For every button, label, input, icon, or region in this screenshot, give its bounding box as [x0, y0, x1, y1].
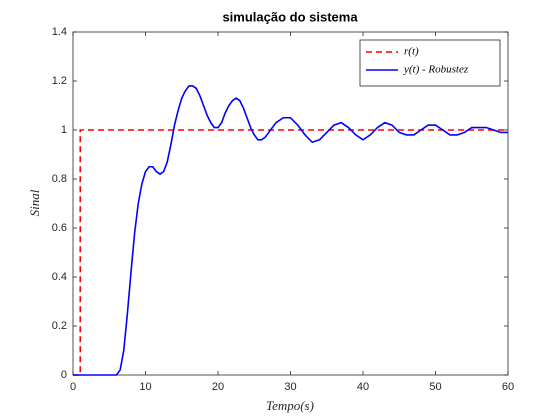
y-tick-label: 0.2	[52, 320, 67, 332]
y-tick-label: 1.4	[52, 26, 67, 38]
legend-box	[359, 39, 501, 87]
chart-title: simulação do sistema	[222, 9, 358, 24]
y-axis-label: Sinal	[27, 189, 42, 216]
y-tick-label: 0.6	[52, 222, 67, 234]
x-tick-label: 10	[139, 381, 151, 393]
y-tick-label: 0	[61, 369, 67, 381]
y-tick-label: 1	[61, 124, 67, 136]
y-tick-label: 0.4	[52, 271, 67, 283]
series-line	[73, 85, 508, 376]
x-tick-label: 20	[212, 381, 224, 393]
y-tick-label: 1.2	[52, 75, 67, 87]
x-axis-label: Tempo(s)	[266, 398, 314, 413]
y-tick-label: 0.8	[52, 173, 67, 185]
plot-area	[72, 31, 509, 376]
x-tick-label: 30	[284, 381, 296, 393]
legend-label: y(t) - Robustez	[403, 64, 469, 76]
x-tick-label: 0	[70, 381, 76, 393]
x-tick-label: 40	[357, 381, 369, 393]
x-tick-label: 60	[502, 381, 514, 393]
legend-label: r(t)	[404, 46, 419, 58]
x-tick-label: 50	[429, 381, 441, 393]
